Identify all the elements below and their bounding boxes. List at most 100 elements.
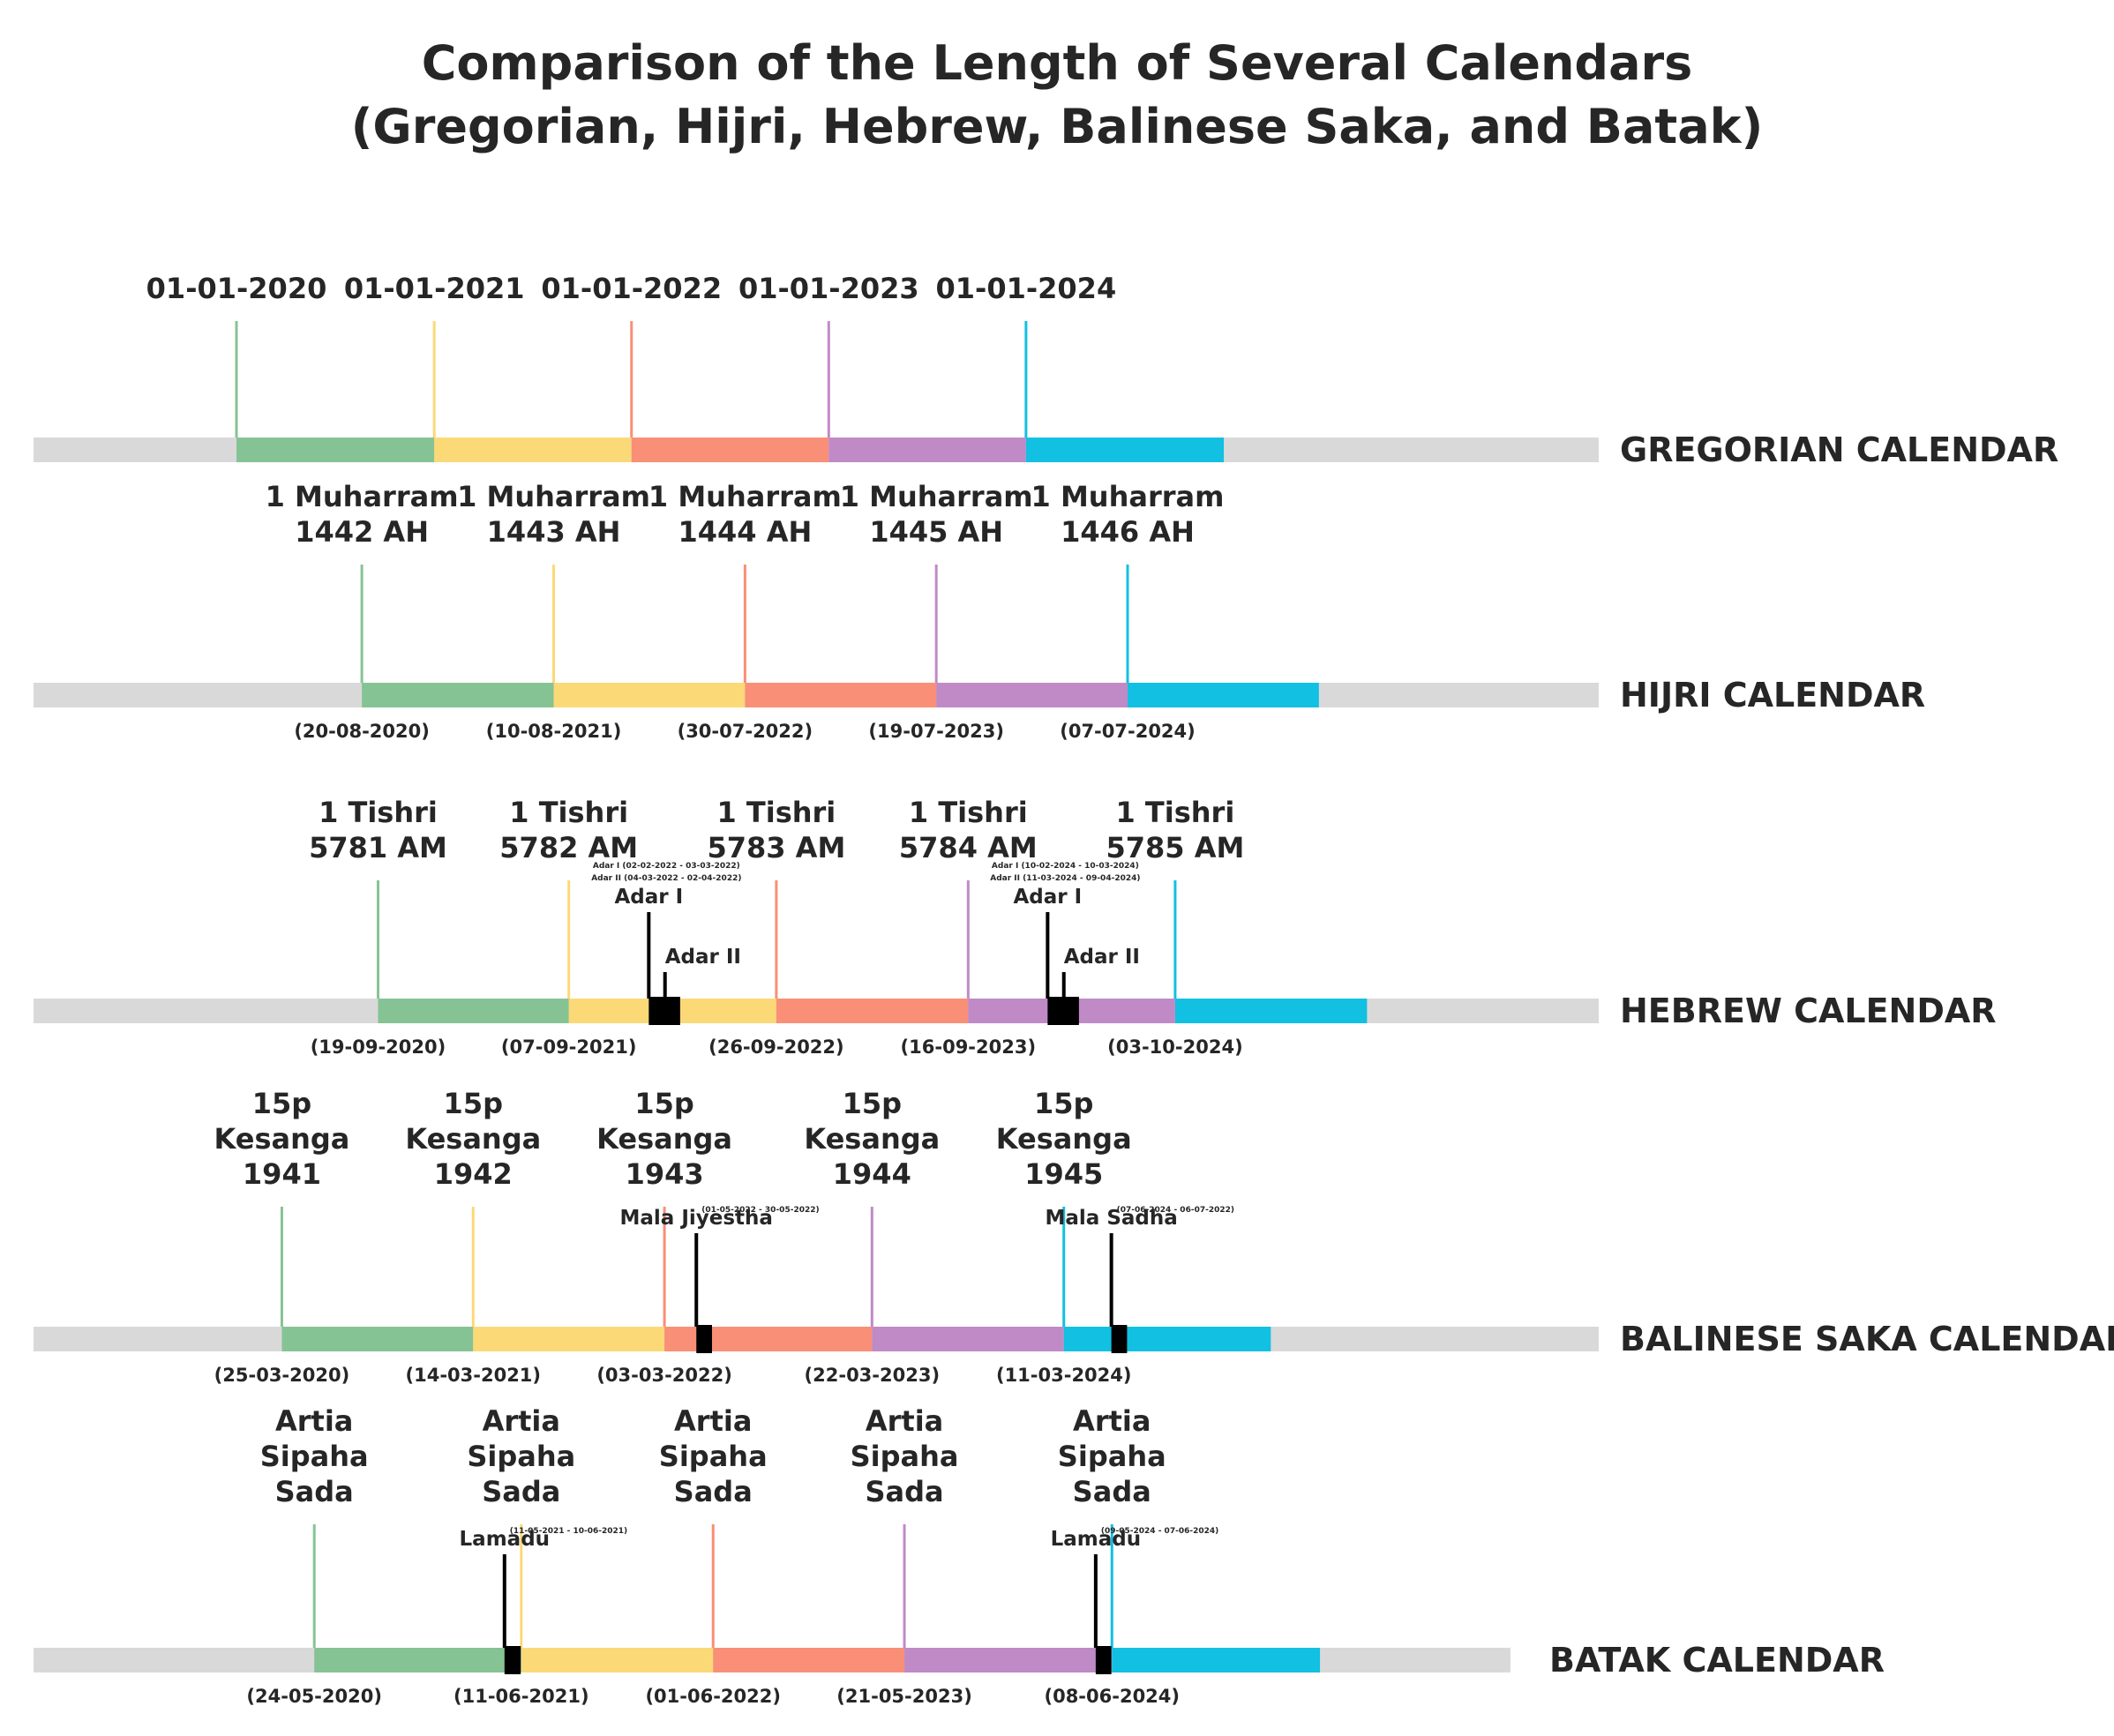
year-start-label: Kesanga xyxy=(996,1122,1132,1156)
extra-month-block xyxy=(1047,997,1079,1025)
year-segment xyxy=(1112,1648,1321,1672)
year-segment xyxy=(236,438,435,462)
year-start-label: Artia xyxy=(1073,1404,1151,1438)
gregorian-date-label: (21-05-2023) xyxy=(836,1686,972,1707)
year-start-label: 5782 AM xyxy=(499,831,638,864)
year-start-label: 1444 AH xyxy=(678,515,812,549)
year-start-label: 1 Muharram xyxy=(457,480,650,513)
year-start-label: 1446 AH xyxy=(1061,515,1195,549)
extra-month-dates: (11-05-2021 - 10-06-2021) xyxy=(510,1527,627,1536)
year-start-label: 5781 AM xyxy=(309,831,447,864)
year-start-label: Sada xyxy=(1073,1475,1151,1508)
calendar-name: BALINESE SAKA CALENDAR xyxy=(1620,1320,2114,1358)
year-start-label: Kesanga xyxy=(405,1122,541,1156)
year-segment xyxy=(776,999,969,1023)
gregorian-date-label: (22-03-2023) xyxy=(805,1365,941,1386)
year-start-label: Kesanga xyxy=(804,1122,940,1156)
gregorian-date-label: (08-06-2024) xyxy=(1044,1686,1180,1707)
year-start-label: 1945 xyxy=(1024,1157,1103,1191)
year-start-label: 5784 AM xyxy=(899,831,1038,864)
gregorian-date-label: (07-09-2021) xyxy=(501,1036,637,1058)
year-start-label: Kesanga xyxy=(214,1122,350,1156)
year-segment xyxy=(904,1648,1113,1672)
extra-month-dates: Adar I (02-02-2022 - 03-03-2022) xyxy=(593,862,740,871)
gregorian-date-label: (24-05-2020) xyxy=(246,1686,382,1707)
year-start-label: 1443 AH xyxy=(487,515,621,549)
year-start-label: 15p xyxy=(444,1087,503,1120)
calendar-name: BATAK CALENDAR xyxy=(1549,1641,1885,1680)
year-start-label: Artia xyxy=(483,1404,560,1438)
year-segment xyxy=(521,1648,714,1672)
gregorian-date-label: (03-10-2024) xyxy=(1107,1036,1243,1058)
year-start-label: Sipaha xyxy=(260,1440,369,1473)
year-segment xyxy=(553,683,746,707)
extra-month-dates: Adar II (04-03-2022 - 02-04-2022) xyxy=(591,874,741,883)
year-start-label: 01-01-2022 xyxy=(541,272,722,305)
year-segment xyxy=(378,999,569,1023)
gregorian-date-label: (19-07-2023) xyxy=(868,721,1004,742)
gregorian-date-label: (07-07-2024) xyxy=(1060,721,1196,742)
extra-month-block xyxy=(648,997,680,1025)
gregorian-date-label: (14-03-2021) xyxy=(406,1365,542,1386)
year-start-label: 1442 AH xyxy=(295,515,429,549)
year-start-label: 15p xyxy=(634,1087,693,1120)
extra-month-label: Lamadu xyxy=(1051,1528,1142,1551)
extra-month-block xyxy=(696,1325,712,1353)
year-segment xyxy=(281,1327,474,1351)
year-start-label: 1 Muharram xyxy=(648,480,842,513)
extra-month-dates: Adar II (11-03-2024 - 09-04-2024) xyxy=(990,874,1140,883)
year-start-label: Sipaha xyxy=(659,1440,768,1473)
extra-month-label: Lamadu xyxy=(460,1528,551,1551)
year-start-label: 1 Muharram xyxy=(266,480,459,513)
year-start-label: Sipaha xyxy=(851,1440,959,1473)
gregorian-date-label: (11-06-2021) xyxy=(454,1686,589,1707)
extra-month-label: Adar II xyxy=(665,946,741,969)
year-segment xyxy=(1063,1327,1271,1351)
gregorian-date-label: (25-03-2020) xyxy=(214,1365,350,1386)
extra-month-block xyxy=(1095,1646,1112,1674)
title-line-1: Comparison of the Length of Several Cale… xyxy=(421,35,1693,91)
extra-month-label: Adar II xyxy=(1064,946,1140,969)
extra-month-label: Adar I xyxy=(1014,886,1083,909)
calendar-name: HIJRI CALENDAR xyxy=(1620,676,1925,715)
year-start-label: 1943 xyxy=(626,1157,704,1191)
year-start-label: Kesanga xyxy=(596,1122,732,1156)
extra-month-label: Mala Sadha xyxy=(1046,1207,1178,1230)
extra-month-block xyxy=(504,1646,521,1674)
year-start-label: 1 Tishri xyxy=(1116,796,1235,829)
year-segment xyxy=(1128,683,1319,707)
year-start-label: 1 Muharram xyxy=(840,480,1033,513)
diagram-title: Comparison of the Length of Several Cale… xyxy=(0,32,2114,159)
title-line-2: (Gregorian, Hijri, Hebrew, Balinese Saka… xyxy=(350,99,1764,154)
year-start-label: Sada xyxy=(482,1475,560,1508)
gregorian-date-label: (03-03-2022) xyxy=(596,1365,732,1386)
year-segment xyxy=(713,1648,905,1672)
year-start-label: 1 Muharram xyxy=(1031,480,1225,513)
gregorian-date-label: (16-09-2023) xyxy=(901,1036,1037,1058)
gregorian-date-label: (26-09-2022) xyxy=(708,1036,844,1058)
year-start-label: 01-01-2023 xyxy=(738,272,919,305)
year-segment xyxy=(362,683,554,707)
calendar-name: HEBREW CALENDAR xyxy=(1620,991,1997,1030)
year-start-label: 1941 xyxy=(243,1157,321,1191)
year-start-label: Artia xyxy=(674,1404,752,1438)
year-start-label: Sada xyxy=(275,1475,354,1508)
year-start-label: Sipaha xyxy=(467,1440,575,1473)
extra-month-dates: (07-06-2024 - 06-07-2022) xyxy=(1117,1206,1234,1215)
extra-month-dates: Adar I (10-02-2024 - 10-03-2024) xyxy=(992,862,1139,871)
year-start-label: 1 Tishri xyxy=(909,796,1028,829)
year-start-label: 01-01-2021 xyxy=(344,272,525,305)
year-segment xyxy=(1174,999,1368,1023)
year-start-label: 1445 AH xyxy=(869,515,1003,549)
extra-month-dates: (01-05-2022 - 30-05-2022) xyxy=(701,1206,819,1215)
year-start-label: 15p xyxy=(843,1087,902,1120)
year-start-label: 1942 xyxy=(434,1157,513,1191)
year-segment xyxy=(314,1648,521,1672)
year-segment xyxy=(936,683,1128,707)
gregorian-date-label: (30-07-2022) xyxy=(678,721,813,742)
year-start-label: Artia xyxy=(866,1404,943,1438)
year-segment xyxy=(473,1327,665,1351)
gregorian-date-label: (10-08-2021) xyxy=(486,721,622,742)
year-start-label: 5785 AM xyxy=(1106,831,1245,864)
